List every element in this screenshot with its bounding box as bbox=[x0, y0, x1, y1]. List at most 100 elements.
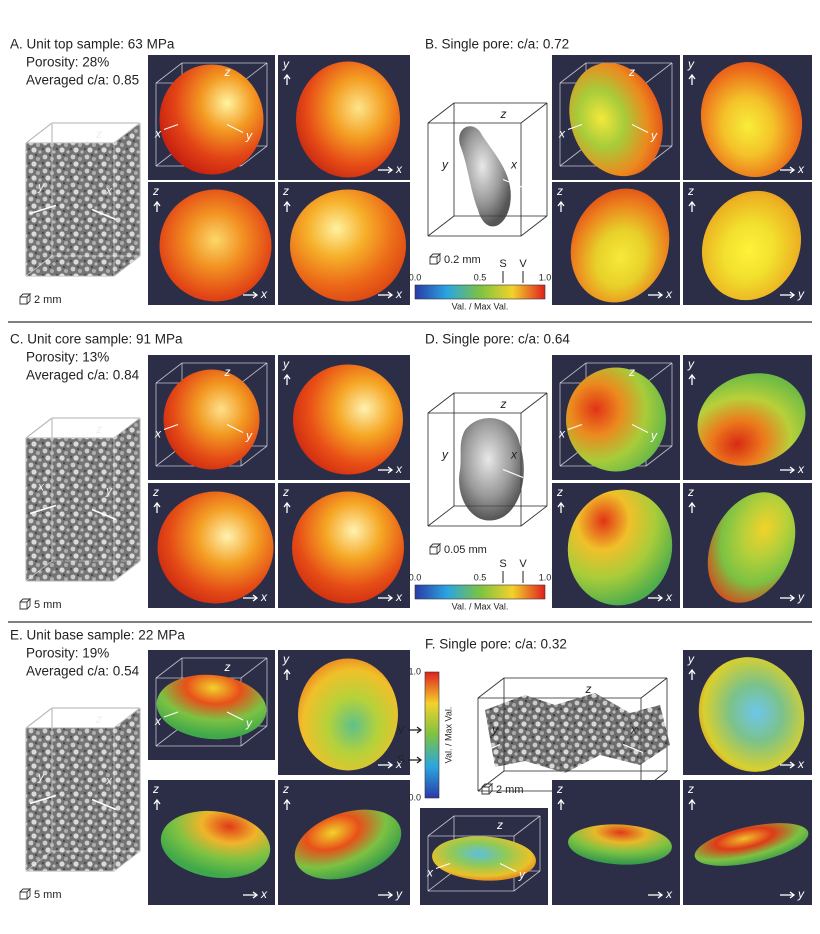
axis-label: x bbox=[665, 287, 673, 301]
pore-surface bbox=[163, 369, 260, 470]
colorbar-marker: S bbox=[499, 558, 506, 570]
axis-label: x bbox=[105, 184, 113, 198]
panel-title: E. Unit base sample: 22 MPa bbox=[10, 628, 185, 643]
arrow-head bbox=[657, 594, 664, 602]
axis-label: x bbox=[510, 448, 518, 462]
axis-label: z bbox=[500, 397, 507, 411]
wireframe bbox=[240, 445, 268, 467]
wireframe bbox=[427, 215, 455, 237]
panel-stat: Averaged c/a: 0.54 bbox=[26, 664, 140, 679]
sample-volume bbox=[26, 418, 140, 581]
axis-label: y bbox=[650, 429, 658, 443]
axis-tick bbox=[435, 863, 451, 869]
axis-label: x bbox=[395, 462, 403, 476]
axis-label: z bbox=[556, 485, 563, 499]
axis-label: x bbox=[426, 866, 434, 880]
panel-stat: Porosity: 19% bbox=[26, 646, 109, 661]
arrow-head bbox=[252, 594, 259, 602]
axis-label: x bbox=[260, 590, 268, 604]
axis-tick bbox=[502, 178, 524, 189]
axis-label: y bbox=[491, 723, 499, 737]
wireframe bbox=[520, 392, 548, 414]
axis-tick bbox=[631, 124, 649, 133]
arrow-head bbox=[416, 726, 423, 734]
axis-label: z bbox=[687, 184, 694, 198]
pore-surface bbox=[700, 62, 803, 177]
axis-label: z bbox=[95, 422, 102, 436]
colorbar-tick: 0.5 bbox=[474, 572, 487, 582]
arrow-head bbox=[283, 501, 291, 508]
wireframe bbox=[240, 657, 268, 679]
arrow-head bbox=[283, 73, 291, 80]
pore-surface bbox=[701, 190, 802, 301]
wireframe bbox=[240, 362, 268, 384]
axis-label: y bbox=[687, 357, 695, 371]
axis-label: z bbox=[152, 485, 159, 499]
arrow-head bbox=[387, 761, 394, 769]
axis-label: z bbox=[282, 782, 289, 796]
axis-tick bbox=[163, 711, 179, 718]
axis-tick bbox=[226, 124, 244, 133]
colorbar bbox=[414, 284, 546, 300]
axis-label: x bbox=[630, 723, 638, 737]
pore-surface bbox=[707, 492, 796, 603]
wireframe bbox=[25, 850, 53, 872]
arrow-head bbox=[688, 200, 696, 207]
axis-label: z bbox=[628, 365, 635, 379]
axis-tick bbox=[91, 798, 117, 811]
arrow-head bbox=[283, 373, 291, 380]
scale-label: 0.05 mm bbox=[444, 544, 487, 556]
arrow-head bbox=[688, 668, 696, 675]
axis-label: z bbox=[282, 485, 289, 499]
axis-label: z bbox=[500, 107, 507, 121]
axis-tick bbox=[163, 124, 179, 130]
colorbar-tick: 1.0 bbox=[539, 572, 552, 582]
arrow-head bbox=[153, 501, 161, 508]
axis-tick bbox=[91, 508, 117, 521]
axis-label: z bbox=[95, 127, 102, 141]
scale-cube bbox=[19, 597, 32, 610]
wireframe bbox=[113, 560, 141, 582]
axis-label: z bbox=[628, 65, 635, 79]
colorbar-marker: S bbox=[499, 258, 506, 270]
pore-render bbox=[459, 126, 511, 227]
axis-tick bbox=[29, 794, 57, 805]
scale-label: 5 mm bbox=[34, 889, 62, 901]
wireframe bbox=[645, 445, 673, 467]
pore-surface bbox=[160, 810, 271, 879]
axis-tick bbox=[226, 711, 244, 721]
axis-tick bbox=[502, 468, 524, 479]
wireframe bbox=[559, 62, 587, 84]
panel-title: B. Single pore: c/a: 0.72 bbox=[425, 37, 569, 52]
axis-tick bbox=[622, 743, 644, 754]
axis-label: y bbox=[105, 484, 113, 498]
colorbar-label: Val. / Max Val. bbox=[443, 707, 453, 764]
axis-label: y bbox=[687, 57, 695, 71]
panel-stat: Averaged c/a: 0.85 bbox=[26, 73, 139, 88]
pore-surface bbox=[569, 62, 663, 177]
axis-label: x bbox=[395, 287, 403, 301]
colorbar-tick: 0.0 bbox=[408, 792, 421, 802]
arrow-head bbox=[387, 594, 394, 602]
wireframe bbox=[513, 870, 541, 892]
axis-label: y bbox=[282, 652, 290, 666]
wireframe bbox=[113, 707, 141, 729]
pore-surface bbox=[290, 189, 406, 302]
axis-label: z bbox=[585, 682, 592, 696]
scale-label: 2 mm bbox=[34, 294, 62, 306]
wireframe bbox=[645, 62, 673, 84]
axis-label: x bbox=[797, 757, 805, 771]
arrow-head bbox=[252, 891, 259, 899]
panel-stat: Averaged c/a: 0.84 bbox=[26, 368, 140, 383]
scale-label: 0.2 mm bbox=[444, 254, 481, 266]
axis-label: x bbox=[260, 887, 268, 901]
colorbar bbox=[414, 584, 546, 600]
axis-tick bbox=[29, 204, 57, 215]
colorbar bbox=[424, 671, 440, 799]
wireframe bbox=[113, 255, 141, 277]
pore-surface bbox=[293, 364, 403, 475]
wireframe bbox=[25, 122, 53, 144]
arrow-head bbox=[557, 501, 565, 508]
axis-tick bbox=[567, 424, 583, 430]
colorbar-marker: V bbox=[397, 724, 405, 736]
